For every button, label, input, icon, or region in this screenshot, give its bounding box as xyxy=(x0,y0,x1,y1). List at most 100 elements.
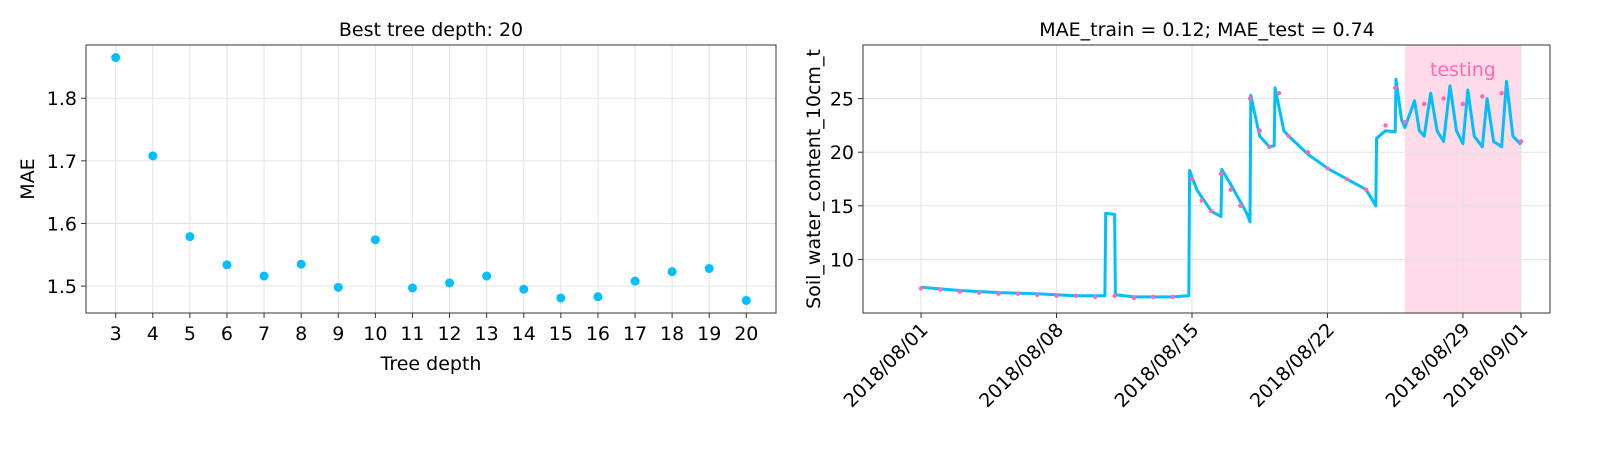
mae-point xyxy=(667,267,677,277)
mae-point xyxy=(185,232,195,242)
y-tick-labels: 1.5 1.6 1.7 1.8 xyxy=(47,88,77,298)
predicted-point xyxy=(1363,187,1369,192)
x-tick-labels: 3 4 5 6 7 8 9 10 11 12 13 14 15 16 17 18 19 20 xyxy=(110,323,759,345)
y-tick-label: 25 xyxy=(830,89,854,111)
x-tick-label: 12 xyxy=(437,323,461,345)
testing-label: testing xyxy=(1430,59,1496,81)
x-tick-label: 11 xyxy=(400,323,424,345)
x-tick-label: 16 xyxy=(586,323,610,345)
predicted-point xyxy=(1228,187,1233,192)
predicted-point xyxy=(1257,128,1262,133)
y-tick-label: 1.5 xyxy=(47,276,77,298)
predicted-point xyxy=(1460,101,1466,107)
mae-vs-depth-panel: 3 4 5 6 7 8 9 10 11 12 13 14 15 16 17 18 19 20 1.51.61.71… xyxy=(17,19,777,375)
mae-point xyxy=(148,151,158,161)
predicted-point xyxy=(938,287,943,292)
y-tick-label: 1.8 xyxy=(47,88,77,110)
predicted-point xyxy=(1441,96,1446,101)
tick-marks xyxy=(858,98,1522,318)
predicted-point xyxy=(1209,208,1214,214)
predicted-point xyxy=(1480,94,1485,99)
predicted-point xyxy=(1073,293,1079,299)
mae-point xyxy=(630,276,640,286)
predicted-point xyxy=(1325,166,1330,171)
predicted-point xyxy=(1054,293,1059,299)
x-tick-label: 13 xyxy=(475,323,499,345)
tick-marks xyxy=(81,97,747,318)
mae-point xyxy=(333,282,343,292)
right-chart-title: MAE_train = 0.12; MAE_test = 0.74 xyxy=(1039,19,1375,41)
predicted-point xyxy=(1151,294,1156,300)
predicted-point xyxy=(1305,150,1311,155)
y-tick-label: 10 xyxy=(830,249,854,271)
x-tick-label: 3 xyxy=(110,323,122,345)
mae-point xyxy=(741,295,751,305)
right-y-axis-label: Soil_water_content_10cm_t xyxy=(803,49,825,309)
left-x-axis-label: Tree depth xyxy=(380,353,482,375)
x-tick-label: 5 xyxy=(184,323,196,345)
observed-series-line xyxy=(920,77,1523,299)
predicted-point xyxy=(1383,123,1388,128)
grid xyxy=(86,45,776,313)
y-tick-label: 15 xyxy=(830,196,854,218)
x-tick-label: 7 xyxy=(258,323,270,345)
predicted-point xyxy=(1344,176,1350,182)
x-tick-label: 20 xyxy=(734,323,758,345)
x-tick-label: 9 xyxy=(332,323,344,345)
x-tick-label: 2018/08/22 xyxy=(1246,319,1339,412)
x-tick-label: 8 xyxy=(295,323,307,345)
series-layer xyxy=(918,77,1524,301)
x-tick-label: 4 xyxy=(147,323,159,345)
mae-point xyxy=(445,278,455,288)
x-tick-label: 19 xyxy=(697,323,721,345)
predicted-point xyxy=(957,289,962,294)
soil-water-panel: 2018/08/01 2018/08/08 2018/08/15 2018/08/22… xyxy=(803,19,1551,412)
predicted-point xyxy=(1286,133,1291,139)
mae-point xyxy=(482,271,492,281)
y-tick-label: 1.7 xyxy=(47,151,77,173)
mae-point xyxy=(111,53,121,63)
left-y-axis-label: MAE xyxy=(17,158,39,199)
mae-point xyxy=(556,293,566,303)
mae-point xyxy=(593,292,603,302)
x-tick-label: 6 xyxy=(221,323,233,345)
predicted-point xyxy=(1238,203,1243,208)
y-tick-labels: 10 15 20 25 xyxy=(830,89,854,272)
predicted-point xyxy=(1131,295,1137,301)
x-tick-label: 14 xyxy=(512,323,536,345)
predicted-point xyxy=(1093,294,1098,300)
plot-background xyxy=(86,45,776,313)
mae-point xyxy=(407,283,417,293)
left-chart-title: Best tree depth: 20 xyxy=(339,19,523,41)
plot-frame xyxy=(862,44,1551,314)
plot-frame xyxy=(85,44,777,314)
predicted-point xyxy=(996,291,1001,296)
predicted-point xyxy=(1199,198,1204,203)
x-tick-label: 2018/08/01 xyxy=(840,319,933,412)
x-tick-label: 2018/08/08 xyxy=(975,319,1068,412)
y-tick-label: 20 xyxy=(830,142,854,164)
predicted-point xyxy=(1218,171,1224,176)
mae-points xyxy=(111,53,751,305)
mae-point xyxy=(370,235,380,245)
predicted-point xyxy=(1267,144,1272,150)
predicted-point xyxy=(976,290,982,295)
mae-point xyxy=(296,259,306,269)
predicted-point xyxy=(918,286,924,291)
predicted-point xyxy=(1112,293,1117,299)
predicted-point xyxy=(1499,91,1504,96)
predicted-point xyxy=(1015,291,1021,296)
x-tick-label: 18 xyxy=(660,323,684,345)
predicted-point xyxy=(1034,292,1040,297)
predicted-point xyxy=(1189,176,1195,182)
predicted-point xyxy=(1170,294,1175,300)
mae-point xyxy=(704,264,714,274)
x-tick-labels: 2018/08/01 2018/08/08 2018/08/15 2018/08/22… xyxy=(840,319,1533,412)
x-tick-label: 10 xyxy=(363,323,387,345)
predicted-point xyxy=(1402,119,1408,125)
predicted-point xyxy=(1247,96,1253,101)
x-tick-label: 15 xyxy=(549,323,573,345)
predicted-point xyxy=(1518,139,1524,144)
